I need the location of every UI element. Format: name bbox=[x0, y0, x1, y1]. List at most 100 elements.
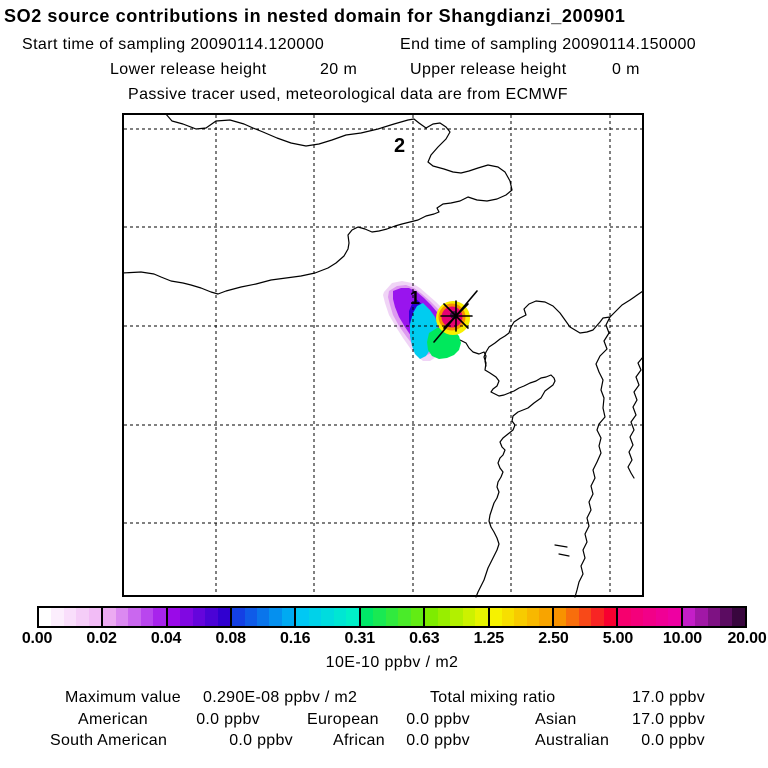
colorbar-cell bbox=[76, 608, 89, 626]
colorbar bbox=[37, 606, 747, 628]
region-south-american-label: South American bbox=[50, 732, 168, 749]
colorbar-tick: 10.00 bbox=[662, 630, 702, 647]
colorbar-cell bbox=[373, 608, 386, 626]
colorbar-segment bbox=[360, 608, 426, 626]
lower-release-label: Lower release height bbox=[110, 61, 267, 78]
colorbar-cell bbox=[437, 608, 451, 626]
colorbar-cell bbox=[501, 608, 515, 626]
release-point-marker bbox=[433, 290, 478, 343]
colorbar-cell bbox=[128, 608, 141, 626]
colorbar-segment bbox=[425, 608, 490, 626]
tracer-note: Passive tracer used, meteorological data… bbox=[128, 86, 568, 103]
colorbar-cell bbox=[526, 608, 540, 626]
colorbar-tick: 5.00 bbox=[602, 630, 634, 647]
colorbar-cell bbox=[591, 608, 604, 626]
upper-release-value: 0 m bbox=[612, 61, 640, 78]
colorbar-cell bbox=[539, 608, 552, 626]
colorbar-cell bbox=[707, 608, 720, 626]
figure-title: SO2 source contributions in nested domai… bbox=[4, 6, 626, 26]
colorbar-cell bbox=[51, 608, 64, 626]
colorbar-cell bbox=[88, 608, 102, 626]
colorbar-cell bbox=[643, 608, 656, 626]
colorbar-cell bbox=[578, 608, 592, 626]
colorbar-tick: 0.02 bbox=[86, 630, 117, 647]
sampling-start-text: Start time of sampling 20090114.120000 bbox=[22, 36, 325, 53]
colorbar-cell bbox=[603, 608, 617, 626]
region-european-value: 0.0 ppbv bbox=[406, 711, 470, 728]
region-australian-label: Australian bbox=[535, 732, 610, 749]
colorbar-cell bbox=[115, 608, 129, 626]
colorbar-cell bbox=[450, 608, 463, 626]
map-panel: 2 1 bbox=[122, 113, 644, 598]
colorbar-tick: 0.16 bbox=[280, 630, 311, 647]
colorbar-cell bbox=[180, 608, 193, 626]
colorbar-cell bbox=[695, 608, 708, 626]
colorbar-cell bbox=[257, 608, 270, 626]
colorbar-cell bbox=[566, 608, 579, 626]
coastlines bbox=[122, 113, 644, 598]
colorbar-segment bbox=[39, 608, 104, 626]
colorbar-cell bbox=[308, 608, 322, 626]
nested-domain-label: 2 bbox=[394, 135, 405, 157]
map-gridlines bbox=[124, 115, 643, 596]
total-mixing-ratio-value: 17.0 ppbv bbox=[632, 689, 705, 706]
colorbar-unit-label: 10E-10 ppbv / m2 bbox=[325, 654, 459, 671]
colorbar-cell bbox=[630, 608, 644, 626]
colorbar-tick: 1.25 bbox=[473, 630, 505, 647]
colorbar-cell bbox=[39, 608, 52, 626]
region-european-label: European bbox=[307, 711, 379, 728]
colorbar-cell bbox=[360, 608, 374, 626]
region-south-american-value: 0.0 ppbv bbox=[229, 732, 293, 749]
colorbar-cell bbox=[553, 608, 567, 626]
colorbar-cell bbox=[167, 608, 181, 626]
colorbar-cell bbox=[655, 608, 669, 626]
colorbar-cell bbox=[732, 608, 745, 626]
region-australian-value: 0.0 ppbv bbox=[641, 732, 705, 749]
colorbar-cell bbox=[217, 608, 231, 626]
so2-plume bbox=[383, 281, 470, 361]
colorbar-cell bbox=[668, 608, 681, 626]
colorbar-tick: 20.00 bbox=[727, 630, 767, 647]
upper-release-label: Upper release height bbox=[410, 61, 567, 78]
colorbar-cell bbox=[385, 608, 399, 626]
colorbar-tick: 0.00 bbox=[21, 630, 53, 647]
colorbar-cell bbox=[462, 608, 476, 626]
colorbar-cell bbox=[410, 608, 424, 626]
colorbar-cell bbox=[682, 608, 696, 626]
colorbar-tick: 0.08 bbox=[215, 630, 246, 647]
plume-level-green bbox=[427, 327, 461, 359]
colorbar-cell bbox=[192, 608, 206, 626]
colorbar-cell bbox=[720, 608, 733, 626]
colorbar-cell bbox=[140, 608, 154, 626]
colorbar-segment bbox=[167, 608, 233, 626]
colorbar-tick: 2.50 bbox=[538, 630, 569, 647]
colorbar-cell bbox=[489, 608, 502, 626]
colorbar-cell bbox=[244, 608, 258, 626]
colorbar-cell bbox=[63, 608, 77, 626]
colorbar-cell bbox=[321, 608, 334, 626]
colorbar-cell bbox=[475, 608, 488, 626]
sampling-end-text: End time of sampling 20090114.150000 bbox=[400, 36, 697, 53]
map-frame bbox=[122, 113, 644, 597]
colorbar-segment bbox=[232, 608, 297, 626]
colorbar-segment bbox=[103, 608, 168, 626]
plume-number-label: 1 bbox=[410, 288, 420, 308]
region-asian-value: 17.0 ppbv bbox=[632, 711, 705, 728]
colorbar-cell bbox=[232, 608, 245, 626]
maximum-value: 0.290E-08 ppbv / m2 bbox=[203, 689, 358, 706]
colorbar-cell bbox=[103, 608, 116, 626]
colorbar-cell bbox=[205, 608, 218, 626]
colorbar-segment bbox=[296, 608, 361, 626]
colorbar-cell bbox=[425, 608, 438, 626]
colorbar-segment bbox=[489, 608, 554, 626]
lower-release-value: 20 m bbox=[320, 61, 358, 78]
region-american-label: American bbox=[78, 711, 148, 728]
colorbar-cell bbox=[153, 608, 166, 626]
colorbar-cell bbox=[333, 608, 347, 626]
colorbar-cell bbox=[269, 608, 282, 626]
region-african-label: African bbox=[333, 732, 385, 749]
maximum-value-label: Maximum value bbox=[65, 689, 181, 706]
colorbar-tick: 0.31 bbox=[344, 630, 376, 647]
colorbar-segment bbox=[553, 608, 619, 626]
colorbar-tick: 0.63 bbox=[409, 630, 440, 647]
